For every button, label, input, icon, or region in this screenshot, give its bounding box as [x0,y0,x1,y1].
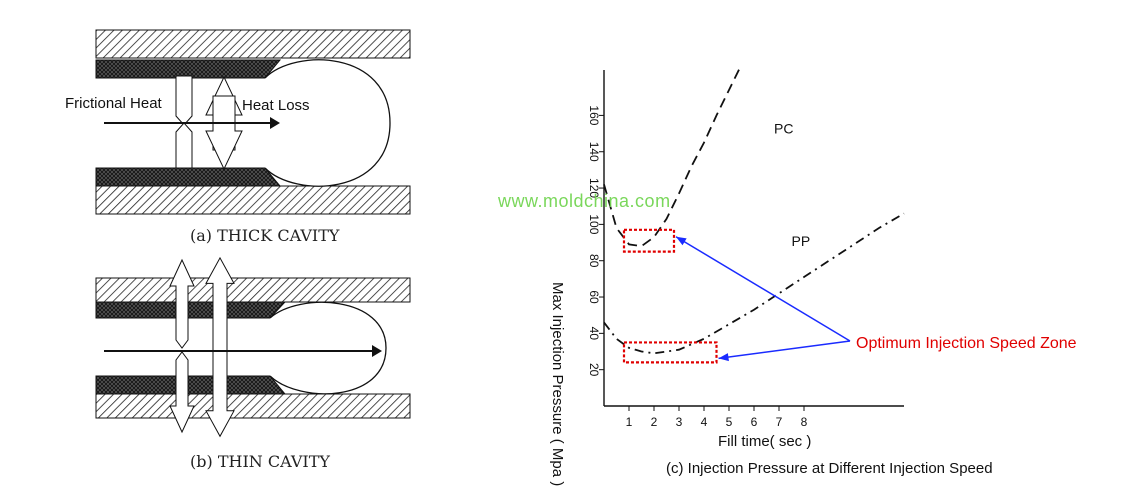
heat-loss-arrow [205,256,235,438]
frictional-heat-arrow [175,75,193,169]
y-tick-label: 60 [587,290,601,304]
annotation-label: Optimum Injection Speed Zone [856,335,1077,352]
thin-cavity-diagram [95,256,411,438]
y-tick-label: 100 [587,214,601,234]
optimum-zone-pc [622,228,676,253]
injection-pressure-chart: 1 2 3 4 5 6 7 8 20 40 60 80 100 120 140 160 PC PP [587,64,905,429]
x-tick-label: 1 [626,415,633,429]
x-tick-label: 8 [801,415,808,429]
heat-loss-arrow [205,75,243,171]
series-line-pp [603,212,905,355]
y-tick-label: 120 [587,178,601,198]
chart-x-axis-label: Fill time( sec ) [718,433,812,450]
y-tick-label: 80 [587,254,601,268]
melt-front [269,301,387,395]
annotation-arrowhead [718,353,729,362]
x-tick-label: 3 [676,415,683,429]
mold-wall-bottom [95,393,411,419]
y-tick-label: 20 [587,363,601,377]
frictional-heat-arrow [169,258,195,434]
series-line-pc [603,64,743,248]
frozen-layer-bottom [95,167,282,187]
thick-cavity-caption: (a) THICK CAVITY [190,226,340,245]
y-tick-label: 140 [587,142,601,162]
melt-front [264,59,391,187]
frictional-heat-label: Frictional Heat [65,95,162,112]
chart-title: (c) Injection Pressure at Different Inje… [666,460,993,477]
chart-y-axis-label: Max Injection Pressure ( Mpa ) [549,282,566,487]
series-label-pc: PC [774,121,793,137]
x-tick-label: 4 [701,415,708,429]
mold-wall-bottom [95,185,411,215]
optimum-zone-pp [622,341,718,364]
y-tick-label: 40 [587,327,601,341]
annotation-arrow [675,236,851,342]
frozen-layer-bottom [95,375,287,395]
y-tick-label: 160 [587,105,601,125]
x-tick-label: 6 [751,415,758,429]
annotation-arrowhead [676,236,687,246]
x-tick-label: 2 [651,415,658,429]
x-tick-label: 5 [726,415,733,429]
x-tick-label: 7 [776,415,783,429]
frozen-layer-top [95,301,287,319]
thin-cavity-caption: (b) THIN CAVITY [190,452,330,471]
flow-arrowhead [372,345,382,357]
thick-cavity-diagram [95,29,411,215]
frozen-layer-top [95,59,282,79]
heat-loss-label: Heat Loss [242,97,310,114]
series-label-pp: PP [792,233,811,249]
flow-arrowhead [270,117,280,129]
mold-wall-top [95,29,411,59]
watermark: www.moldchina.com [498,191,671,211]
annotation-arrow [718,340,851,360]
mold-wall-top [95,277,411,303]
